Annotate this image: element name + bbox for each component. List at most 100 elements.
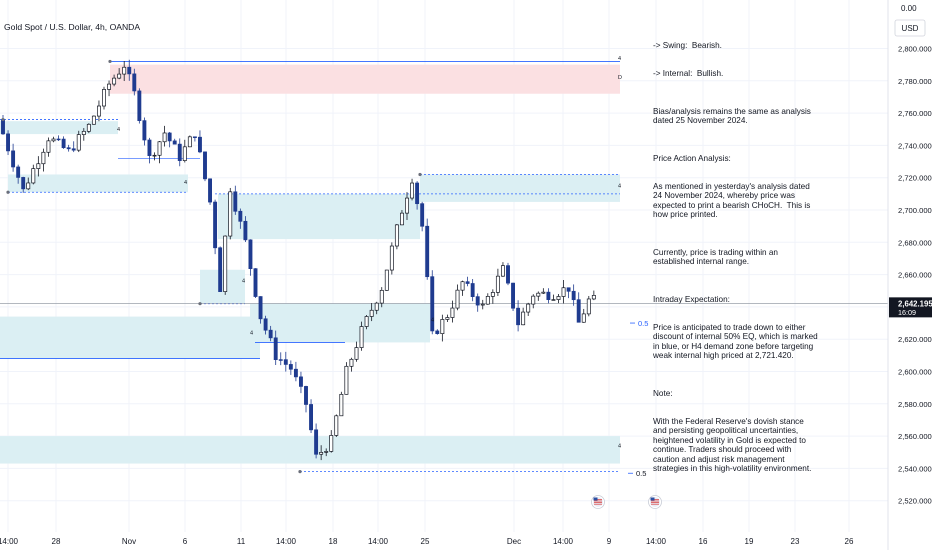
- candle: [218, 246, 223, 292]
- candle: [208, 178, 212, 205]
- candle: [349, 357, 354, 372]
- economic-event-icon[interactable]: [591, 495, 605, 509]
- candle-body-down: [61, 138, 66, 149]
- candle-body-down: [283, 359, 288, 365]
- candle-body-down: [243, 220, 248, 241]
- candle: [455, 284, 460, 311]
- candle: [223, 235, 228, 295]
- candle-body-down: [571, 290, 576, 301]
- candle: [319, 445, 324, 461]
- price-tick-label: 2,680.000: [898, 238, 932, 247]
- currency-label[interactable]: USD: [902, 24, 919, 33]
- price-zone: [0, 121, 118, 135]
- candle-body-down: [420, 203, 425, 227]
- time-tick-label: 14:00: [0, 537, 19, 546]
- price-zone: [250, 303, 430, 343]
- candle-body-down: [218, 247, 223, 292]
- candle-body-up: [490, 292, 495, 297]
- candle-body-up: [480, 303, 485, 306]
- candle: [172, 138, 177, 145]
- note-pa-heading: Price Action Analysis:: [653, 153, 731, 163]
- candle-body-up: [379, 289, 384, 304]
- candle-body-up: [551, 299, 556, 301]
- time-tick-label: 14:00: [368, 537, 389, 546]
- candle: [591, 290, 596, 301]
- candle-body-down: [546, 291, 551, 300]
- candle: [102, 86, 106, 110]
- candle: [152, 152, 157, 161]
- candle: [415, 181, 420, 210]
- candle: [46, 137, 51, 157]
- candle: [551, 294, 556, 301]
- candle: [495, 268, 500, 297]
- candle: [61, 136, 66, 149]
- candle-body-down: [278, 359, 283, 361]
- candle: [465, 276, 470, 287]
- eq-label: 0.5: [638, 319, 648, 328]
- candle: [263, 315, 268, 335]
- candle-body-up: [76, 134, 81, 151]
- candle-body-up: [339, 393, 344, 417]
- candle: [506, 262, 510, 286]
- candle-body-up: [344, 365, 349, 395]
- candle: [147, 137, 152, 164]
- flag-stripe: [651, 502, 659, 503]
- time-tick-label: 18: [329, 537, 338, 546]
- candle-body-up: [495, 275, 500, 293]
- candle-body-down: [425, 225, 430, 278]
- candle: [369, 303, 374, 322]
- candle-body-up: [445, 317, 450, 320]
- candle-body-down: [304, 386, 308, 405]
- candles: [1, 59, 596, 461]
- chart-title: Gold Spot / U.S. Dollar, 4h, OANDA: [4, 22, 140, 32]
- candle-body-down: [430, 276, 435, 332]
- candle-body-down: [132, 73, 137, 92]
- currency-button[interactable]: [894, 19, 926, 37]
- time-tick-label: 14:00: [276, 537, 297, 546]
- candle: [511, 282, 516, 312]
- candle-body-up: [319, 451, 324, 455]
- event-icons[interactable]: [591, 495, 662, 509]
- candle: [339, 391, 344, 417]
- candle-body-up: [384, 269, 389, 291]
- price-tick-label: 2,600.000: [898, 368, 932, 377]
- candle-body-down: [415, 182, 420, 205]
- candle: [71, 141, 76, 153]
- last-price-tag: [889, 297, 932, 318]
- flag-stripe: [594, 502, 602, 503]
- candle-body-up: [581, 313, 586, 323]
- time-tick-label: 16: [699, 537, 708, 546]
- candle-body-up: [334, 415, 339, 436]
- candle: [359, 321, 364, 351]
- candle: [288, 360, 293, 375]
- candle: [354, 341, 359, 362]
- price-tick-label: 2,780.000: [898, 77, 932, 86]
- price-axis[interactable]: 0.00 USD 2,800.000 2,780.000 2,760.000 2,740.…: [887, 0, 932, 550]
- candle-body-down: [142, 120, 147, 141]
- candle-body-up: [187, 136, 192, 148]
- candle-body-up: [359, 326, 364, 348]
- economic-event-icon[interactable]: [648, 495, 662, 509]
- candle-body-up: [450, 307, 455, 318]
- candle-body-up: [501, 265, 505, 277]
- time-axis[interactable]: 14:00 28 Nov 6 11 14:00 18 14:00 25 Dec 14:00 9 14:0…: [0, 537, 854, 546]
- candle: [425, 218, 430, 280]
- time-tick-label: 28: [52, 537, 61, 546]
- price-tick-label: 2,620.000: [898, 335, 932, 344]
- candle-body-down: [66, 147, 71, 150]
- candle-body-up: [81, 130, 86, 135]
- candle: [6, 130, 10, 155]
- candle: [400, 209, 404, 226]
- zone-label: 4: [242, 279, 245, 285]
- candle: [253, 268, 258, 299]
- pivot-marker: [418, 172, 422, 177]
- candle-body-down: [71, 148, 76, 151]
- candle-body-up: [112, 77, 117, 85]
- candle-body-up: [157, 141, 162, 156]
- candle-body-up: [26, 182, 31, 190]
- note-intraday-heading: Intraday Expectation:: [653, 294, 730, 304]
- candle: [21, 176, 26, 193]
- candle-body-down: [238, 210, 243, 222]
